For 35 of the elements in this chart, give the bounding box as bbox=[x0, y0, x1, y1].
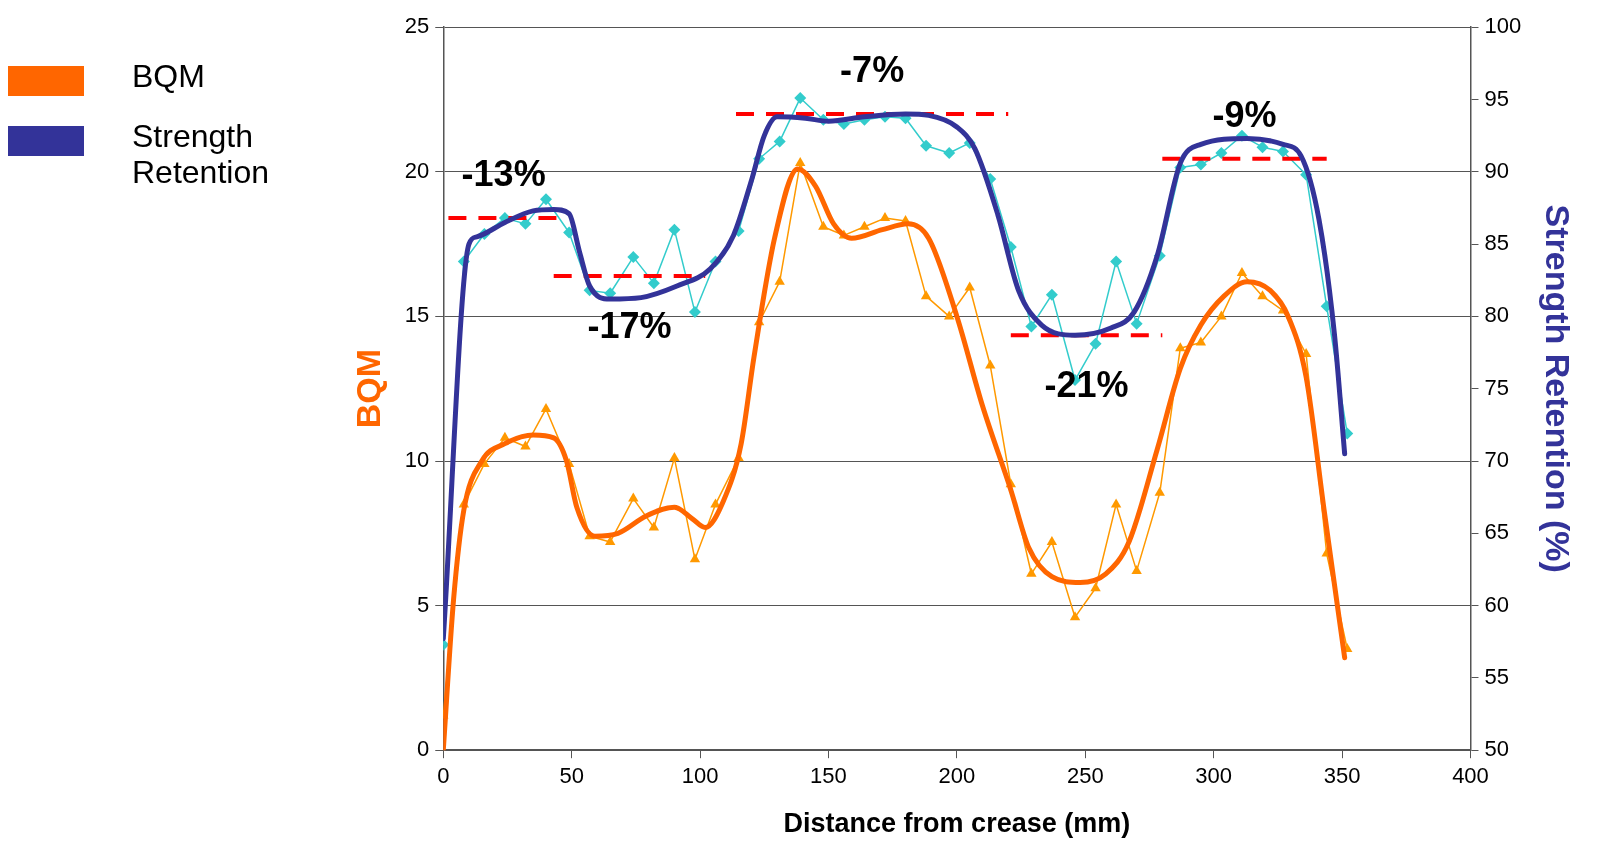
y2-tick-label: 70 bbox=[1484, 447, 1509, 473]
annotation: -9% bbox=[1212, 93, 1277, 135]
x-tick-label: 150 bbox=[810, 763, 847, 789]
x-axis-title: Distance from crease (mm) bbox=[783, 808, 1131, 839]
annotation: -17% bbox=[587, 304, 672, 346]
y2-tick-label: 85 bbox=[1484, 230, 1509, 256]
x-tick-label: 300 bbox=[1195, 763, 1233, 789]
y2-tick-label: 65 bbox=[1484, 519, 1509, 545]
y2-tick-label: 95 bbox=[1484, 85, 1509, 111]
x-tick-label: 0 bbox=[437, 763, 450, 789]
y-axis-title: BQM bbox=[348, 349, 387, 429]
y-tick-label: 10 bbox=[404, 447, 430, 473]
y-tick-label: 0 bbox=[417, 736, 430, 762]
x-tick-label: 100 bbox=[681, 763, 719, 789]
x-tick-label: 400 bbox=[1452, 763, 1489, 789]
y-tick-label: 25 bbox=[404, 13, 430, 39]
y2-tick-label: 90 bbox=[1484, 157, 1509, 183]
y-tick-label: 20 bbox=[404, 157, 430, 183]
annotation: -21% bbox=[1044, 364, 1129, 406]
x-tick-label: 250 bbox=[1066, 763, 1104, 789]
y2-tick-label: 60 bbox=[1484, 591, 1509, 617]
annotation: -7% bbox=[840, 48, 905, 90]
x-tick-label: 200 bbox=[938, 763, 976, 789]
y2-tick-label: 75 bbox=[1484, 374, 1509, 400]
x-tick-label: 50 bbox=[559, 763, 584, 789]
y2-tick-label: 50 bbox=[1484, 736, 1509, 762]
x-tick-label: 350 bbox=[1323, 763, 1361, 789]
y2-tick-label: 55 bbox=[1484, 663, 1509, 689]
y2-axis-title: Strength Retention (%) bbox=[1539, 204, 1578, 573]
y2-tick-label: 80 bbox=[1484, 302, 1509, 328]
y2-tick-label: 100 bbox=[1484, 13, 1522, 39]
y-tick-label: 15 bbox=[404, 302, 430, 328]
legend-label: Strength Retention bbox=[132, 118, 270, 190]
y-tick-label: 5 bbox=[417, 591, 430, 617]
legend-label: BQM bbox=[132, 58, 206, 94]
